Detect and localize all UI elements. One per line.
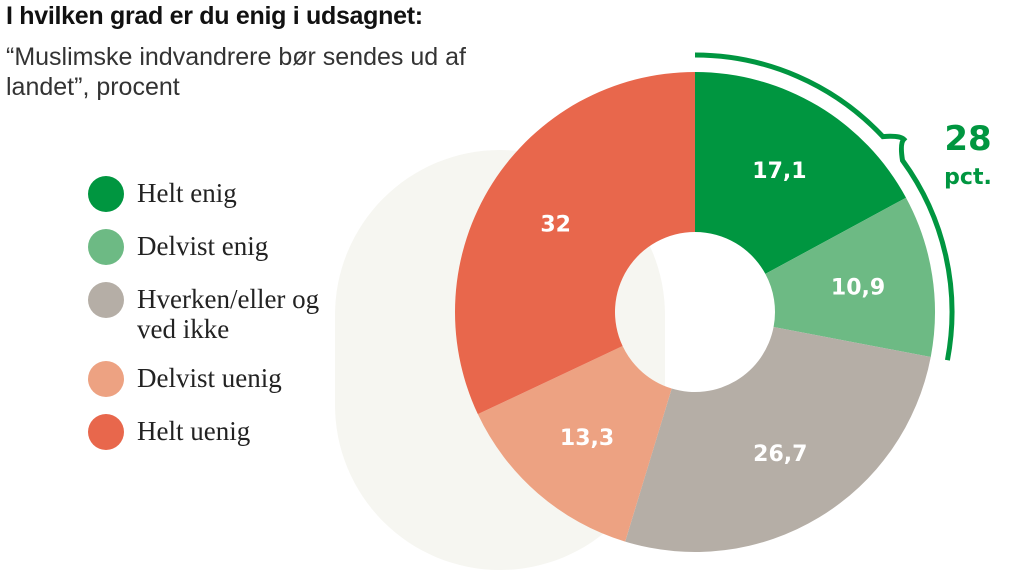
slice-value-label: 13,3	[560, 426, 614, 451]
legend-item: Delvist uenig	[88, 361, 357, 397]
legend-swatch	[88, 361, 124, 397]
donut-slice	[477, 346, 672, 542]
annotation-unit: pct.	[944, 165, 992, 190]
legend-label: Helt enig	[137, 178, 237, 208]
legend-swatch	[88, 229, 124, 265]
donut-slice	[625, 326, 931, 552]
legend-swatch	[88, 414, 124, 450]
legend-label: Delvist enig	[137, 231, 269, 261]
legend-label: Helt uenig	[137, 416, 251, 446]
chart-subtitle: “Muslimske indvandrere bør sendes ud af …	[6, 43, 466, 101]
slice-value-label: 26,7	[753, 442, 807, 467]
bracket-annotation	[694, 52, 955, 361]
legend-label: Delvist uenig	[137, 363, 282, 393]
slice-value-label: 10,9	[831, 276, 885, 301]
slice-value-label: 32	[540, 213, 571, 238]
legend-swatch	[88, 282, 124, 318]
chart-title: I hvilken grad er du enig i udsagnet:	[6, 2, 423, 30]
donut-slice	[454, 72, 695, 415]
legend-item: Hverken/eller og ved ikke	[88, 282, 357, 344]
legend-item: Helt uenig	[88, 414, 357, 450]
legend-item: Delvist enig	[88, 229, 357, 265]
legend-swatch	[88, 176, 124, 212]
donut-slice	[695, 72, 907, 274]
legend-label: Hverken/eller og ved ikke	[137, 284, 320, 344]
annotation-value: 28	[944, 119, 991, 159]
donut-slice	[765, 197, 935, 357]
legend-item: Helt enig	[88, 176, 357, 212]
slice-value-label: 17,1	[752, 159, 806, 184]
legend: Helt enig Delvist enig Hverken/eller og …	[88, 176, 357, 467]
